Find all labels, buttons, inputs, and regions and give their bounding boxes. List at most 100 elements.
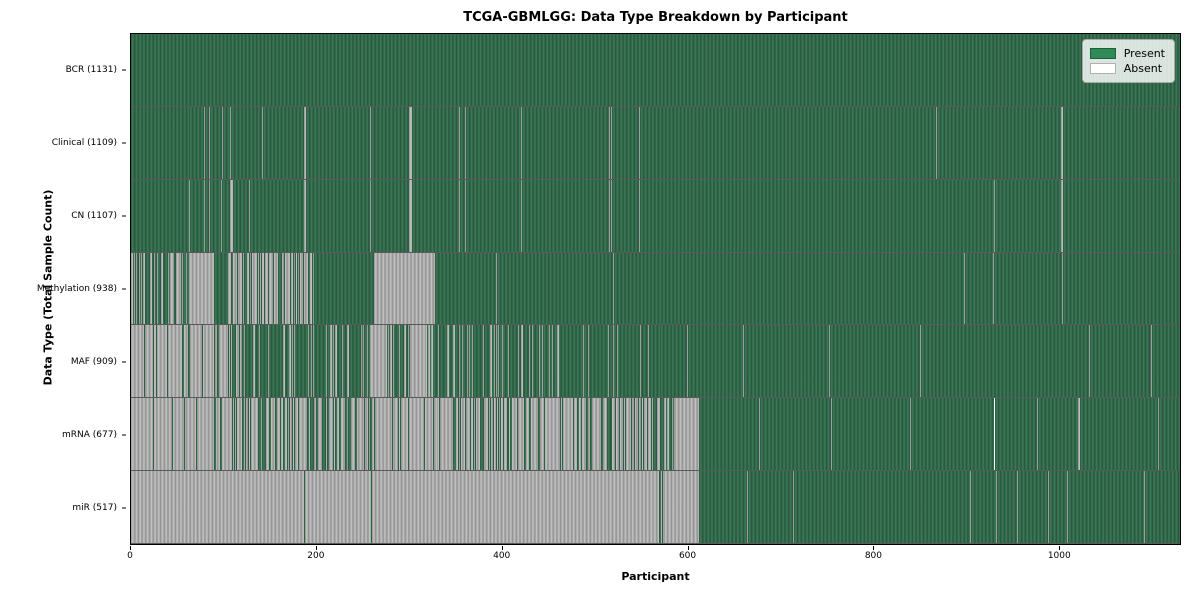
- absent-bar-run: [936, 106, 937, 179]
- absent-bar-run: [188, 252, 215, 325]
- absent-bar-run: [211, 325, 243, 398]
- absent-bar-run: [673, 398, 676, 471]
- present-bar-run: [590, 398, 592, 471]
- present-bar-run: [510, 398, 513, 471]
- present-bar-run: [326, 398, 330, 471]
- absent-bar-run: [333, 325, 335, 398]
- present-bar-run: [348, 398, 351, 471]
- absent-bar-run: [370, 325, 386, 398]
- present-bar-run: [195, 398, 197, 471]
- present-bar-run: [308, 252, 310, 325]
- absent-bar-run: [143, 252, 145, 325]
- present-bar-run: [260, 252, 262, 325]
- present-bar-run: [614, 252, 964, 325]
- absent-bar-run: [430, 325, 434, 398]
- present-bar-run: [1090, 325, 1152, 398]
- present-bar-run: [625, 398, 627, 471]
- present-bar-run: [290, 398, 292, 471]
- absent-bar-run: [528, 325, 530, 398]
- absent-bar-run: [498, 325, 500, 398]
- present-bar-run: [258, 398, 261, 471]
- present-bar-run: [297, 398, 299, 471]
- present-bar-run: [156, 325, 157, 398]
- absent-bar-run: [258, 325, 260, 398]
- absent-bar-run: [168, 252, 170, 325]
- absent-bar-run: [1016, 471, 1018, 543]
- absent-bar-run: [996, 471, 998, 543]
- present-bar-run: [1017, 471, 1049, 543]
- absent-bar-run: [539, 325, 541, 398]
- absent-bar-run: [342, 325, 344, 398]
- absent-bar-run: [468, 325, 470, 398]
- absent-bar-run: [1077, 398, 1080, 471]
- present-bar-run: [698, 398, 759, 471]
- absent-bar-run: [521, 325, 524, 398]
- absent-bar-run: [472, 325, 474, 398]
- absent-bar-run: [611, 179, 613, 252]
- present-bar-run: [630, 398, 632, 471]
- absent-bar-run: [920, 325, 922, 398]
- absent-bar-run: [743, 325, 745, 398]
- absent-bar-run: [399, 325, 400, 398]
- absent-bar-run: [493, 325, 495, 398]
- absent-bar-run: [758, 398, 760, 471]
- present-bar-run: [646, 398, 648, 471]
- present-bar-run: [438, 398, 440, 471]
- y-tick-label-MAF: MAF (909): [70, 357, 117, 368]
- absent-bar-run: [635, 325, 637, 398]
- absent-bar-run: [617, 325, 618, 398]
- present-bar-run: [528, 398, 531, 471]
- present-bar-run: [698, 471, 747, 543]
- absent-bar-run: [372, 471, 654, 543]
- present-bar-run: [936, 106, 1062, 179]
- absent-bar-run: [370, 179, 372, 252]
- present-bar-run: [371, 106, 410, 179]
- absent-bar-run: [452, 325, 455, 398]
- y-axis-tick-labels: BCR (1131) Clinical (1109) CN (1107) Methyl…: [0, 33, 126, 545]
- absent-bar-run: [829, 325, 831, 398]
- present-bar-run: [313, 252, 374, 325]
- absent-bar-run: [1089, 325, 1091, 398]
- absent-bar-run: [361, 325, 362, 398]
- present-bar-run: [315, 398, 319, 471]
- present-bar-run: [516, 398, 518, 471]
- absent-bar-run: [403, 325, 406, 398]
- legend: Present Absent: [1081, 39, 1175, 83]
- present-bar-run: [311, 252, 313, 325]
- present-bar-run: [268, 252, 270, 325]
- present-bar-run: [641, 398, 643, 471]
- present-bar-run: [1079, 398, 1158, 471]
- present-bar-run: [435, 252, 497, 325]
- absent-bar-run: [667, 398, 669, 471]
- absent-bar-run: [588, 325, 590, 398]
- present-bar-run: [964, 252, 993, 325]
- present-bar-run: [424, 398, 425, 471]
- present-bar-run: [280, 398, 282, 471]
- present-bar-run: [425, 325, 502, 398]
- absent-bar-run: [389, 325, 392, 398]
- absent-bar-run: [647, 325, 649, 398]
- absent-bar-run: [521, 106, 523, 179]
- y-tick-label-Methylation: Methylation (938): [36, 284, 117, 294]
- present-bar-run: [288, 398, 290, 471]
- absent-bar-run: [613, 325, 615, 398]
- present-bar-run: [274, 398, 277, 471]
- present-bar-run: [391, 398, 393, 471]
- present-bar-run: [231, 106, 262, 179]
- absent-bar-run: [1037, 398, 1039, 471]
- absent-bar-run: [154, 252, 156, 325]
- absent-bar-run: [501, 325, 503, 398]
- present-bar-run: [398, 398, 400, 471]
- absent-bar-run: [456, 325, 458, 398]
- row-mRNA: [131, 398, 1180, 472]
- present-bar-run: [1049, 471, 1067, 543]
- absent-bar-run: [613, 252, 615, 325]
- row-miR: [131, 471, 1180, 544]
- y-tick-mark: [122, 434, 126, 436]
- present-bar-run: [222, 106, 231, 179]
- legend-item-present: Present: [1089, 47, 1165, 60]
- present-bar-run: [488, 398, 489, 471]
- present-bar-run: [304, 471, 306, 543]
- absent-bar-run: [268, 325, 270, 398]
- y-tick-label-CN: CN (1107): [71, 210, 117, 221]
